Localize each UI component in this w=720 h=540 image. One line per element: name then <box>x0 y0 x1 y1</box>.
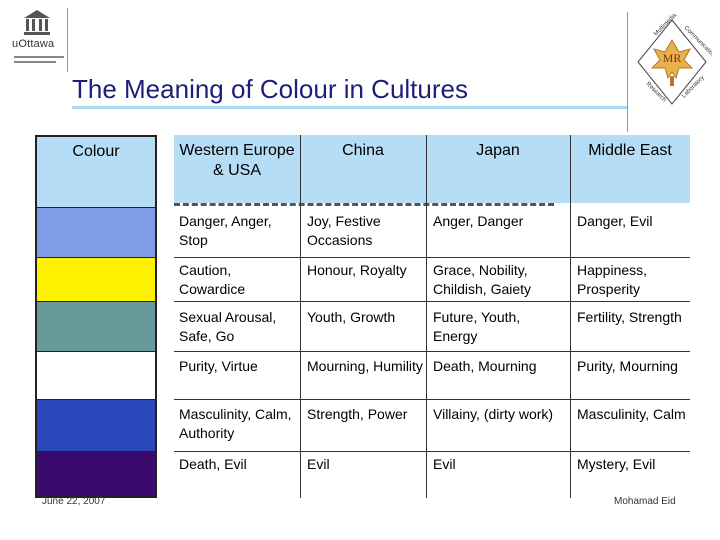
svg-text:Laboratory: Laboratory <box>681 75 706 100</box>
lab-seal-icon: MR Multimedia Communications Research La… <box>637 14 712 105</box>
row-divider <box>174 257 690 258</box>
row-divider <box>174 451 690 452</box>
swatch-white <box>37 351 155 399</box>
header-china: China <box>342 142 384 159</box>
university-building-icon <box>24 10 50 35</box>
row-divider <box>174 351 690 352</box>
table-cell: Death, Mourning <box>433 358 537 374</box>
header-western: Western Europe & USA <box>179 142 295 179</box>
svg-text:MR: MR <box>663 51 682 65</box>
table-cell: Masculinity, Calm <box>577 406 686 422</box>
header-row <box>174 135 690 203</box>
colour-header: Colour <box>72 143 120 160</box>
colour-meaning-table: Colour Western Europe & USA China Japan … <box>35 135 690 498</box>
footer-author: Mohamad Eid <box>614 496 676 507</box>
table-cell: Future, Youth, Energy <box>433 309 521 344</box>
table-cell: Death, Evil <box>179 456 247 472</box>
table-cell: Purity, Mourning <box>577 358 678 374</box>
footer-date: June 22, 2007 <box>42 496 106 507</box>
swatch-blue <box>37 399 155 451</box>
table-cell: Evil <box>433 456 456 472</box>
seal-divider <box>627 12 628 132</box>
table-cell: Danger, Evil <box>577 213 653 229</box>
table-cell: Strength, Power <box>307 406 408 422</box>
table-cell: Masculinity, Calm, Authority <box>179 406 292 441</box>
column-divider <box>300 135 301 498</box>
column-divider <box>570 135 571 498</box>
table-cell: Villainy, (dirty work) <box>433 406 554 422</box>
table-cell: Fertility, Strength <box>577 309 682 325</box>
uottawa-logo: uOttawa <box>8 8 70 70</box>
svg-text:Communications: Communications <box>683 25 712 61</box>
table-cell: Danger, Anger, Stop <box>179 213 272 248</box>
table-cell: Anger, Danger <box>433 213 524 229</box>
table-cell: Caution, Cowardice <box>179 262 246 297</box>
swatch-red <box>37 207 155 257</box>
table-cell: Mystery, Evil <box>577 456 656 472</box>
title-area: The Meaning of Colour in Cultures <box>72 70 627 110</box>
swatch-green <box>37 301 155 351</box>
header-middle-east: Middle East <box>588 142 672 159</box>
table-cell: Evil <box>307 456 330 472</box>
page-title: The Meaning of Colour in Cultures <box>72 74 468 104</box>
row-divider <box>174 301 690 302</box>
header-dashed-rule <box>174 203 554 207</box>
svg-text:Multimedia: Multimedia <box>653 14 678 37</box>
table-cell: Grace, Nobility, Childish, Gaiety <box>433 262 532 297</box>
swatch-yellow <box>37 257 155 301</box>
table-cell: Sexual Arousal, Safe, Go <box>179 309 277 344</box>
swatch-purple <box>37 451 155 496</box>
logo-subtitle-lines <box>14 56 64 63</box>
table-cell: Honour, Royalty <box>307 262 407 278</box>
row-divider <box>174 399 690 400</box>
table-cell: Youth, Growth <box>307 309 396 325</box>
table-cell: Purity, Virtue <box>179 358 258 374</box>
header-japan: Japan <box>476 142 520 159</box>
table-cell: Mourning, Humility <box>307 358 423 374</box>
logo-divider <box>67 8 68 72</box>
title-underline <box>72 106 627 109</box>
column-divider <box>426 135 427 498</box>
uottawa-wordmark: uOttawa <box>12 38 55 50</box>
table-cell: Joy, Festive Occasions <box>307 213 381 248</box>
table-cell: Happiness, Prosperity <box>577 262 648 297</box>
